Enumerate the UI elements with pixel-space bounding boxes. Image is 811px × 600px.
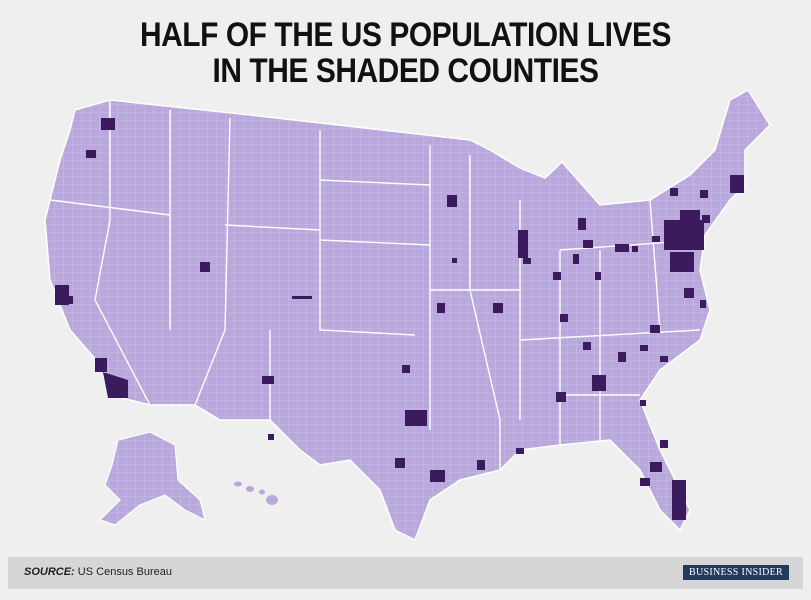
title-line: IN THE SHADED COUNTIES xyxy=(212,52,599,90)
title-line: HALF OF THE US POPULATION LIVES xyxy=(139,16,672,54)
footer: SOURCE: US Census Bureau BUSINESS INSIDE… xyxy=(8,557,803,589)
source-label: SOURCE: xyxy=(24,566,75,578)
source-text: US Census Bureau xyxy=(77,566,172,578)
us-mainland xyxy=(44,88,771,542)
state-borders xyxy=(49,100,701,470)
source: SOURCE: US Census Bureau xyxy=(24,566,172,578)
shaded-counties xyxy=(55,118,744,520)
hawaii xyxy=(234,481,278,505)
alaska xyxy=(98,431,206,526)
map xyxy=(44,88,771,542)
logo: BUSINESS INSIDER xyxy=(683,565,789,580)
